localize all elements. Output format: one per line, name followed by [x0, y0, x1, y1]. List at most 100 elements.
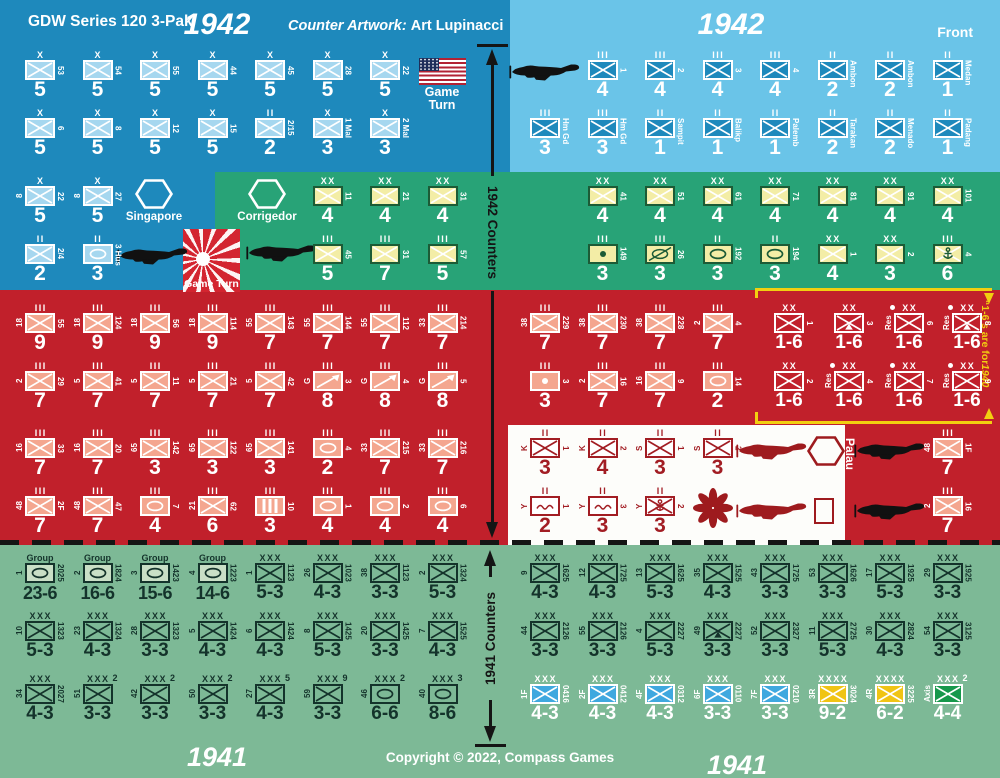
unit-symbol-wave-icon: [536, 504, 554, 510]
unit-symbol-box: [932, 684, 963, 704]
unit-symbol-box: [255, 684, 285, 704]
counter: III 2 16 7: [923, 486, 973, 536]
unit-id-left: 9: [520, 570, 529, 576]
unit-id-left: 26: [302, 568, 312, 578]
combat-value: 5-3: [646, 582, 674, 603]
combat-value: 3-3: [198, 703, 227, 724]
unit-id-left: 4F: [635, 689, 644, 699]
counter: XX 1 4: [817, 234, 858, 284]
year-1941-right: 1941: [706, 750, 768, 778]
unit-symbol-inf-icon: [954, 373, 980, 389]
combat-value: 6-6: [371, 703, 399, 724]
unit-id-right: 0110: [733, 685, 743, 703]
unit-id-right: 1123: [401, 564, 410, 582]
counter: III 2 4: [370, 486, 410, 536]
unit-symbol-box: [702, 186, 733, 206]
counter: XX 51 4: [645, 176, 685, 226]
unit-id-right: 10: [286, 501, 295, 511]
unit-superscript: 2: [170, 673, 176, 683]
counter: XX 41 4: [587, 176, 628, 226]
counter: XXX 11 2725 5-3: [808, 611, 858, 661]
combat-value: 1-6: [895, 390, 923, 411]
year-1941-left: 1941: [186, 742, 248, 772]
unit-symbol-box: [255, 60, 285, 80]
unit-id-right: 1: [343, 503, 353, 509]
unit-size-label: X: [36, 176, 45, 186]
combat-value: 5: [149, 136, 161, 159]
unit-size-label: II: [886, 50, 895, 60]
combat-value: 4-3: [83, 640, 112, 661]
counter: III 65 141 3: [245, 428, 295, 478]
unit-size-label: III: [942, 234, 955, 244]
counter: II Balikp 1: [702, 108, 743, 158]
unit-symbol-box: [645, 313, 675, 333]
unit-symbol-inf-icon: [532, 120, 558, 136]
counter: XXX 5 27 4-3: [245, 673, 290, 724]
unit-id-left: 1: [15, 570, 24, 576]
unit-id-left: 29: [922, 568, 932, 578]
combat-value: 6: [206, 514, 219, 537]
combat-value: 8-6: [428, 703, 457, 724]
unit-id-right: 3125: [963, 622, 973, 640]
counter: XXX 2F 0412 4-3: [578, 674, 628, 724]
counter: XX Res 8 1-6: [942, 303, 992, 353]
unit-symbol-box: [25, 621, 55, 641]
unit-id-right: 2327: [791, 622, 800, 640]
counter: XXX 5 1424 4-3: [188, 611, 238, 661]
unit-symbol-armor-icon: [319, 442, 336, 454]
unit-symbol-box: [760, 684, 790, 704]
counter: X 28 5: [312, 50, 353, 100]
counter: XXX 3 40 8-6: [418, 673, 463, 724]
counter: III 5 11 7: [130, 361, 180, 411]
unit-symbol-box: [82, 371, 113, 391]
counter: III 38 230 7: [578, 303, 628, 353]
counter: III 65 142 3: [130, 428, 180, 478]
unit-id-left: 18: [15, 318, 24, 328]
counter: X 8 5: [82, 108, 123, 158]
counter: XX Res 9 1-6: [942, 361, 992, 411]
unit-size-label: X: [324, 108, 332, 118]
unit-symbol-box: [587, 621, 618, 641]
unit-id-right: 8: [113, 125, 123, 131]
unit-symbol-tri-icon: [836, 315, 862, 331]
unit-symbol-inf-icon: [85, 315, 110, 331]
region-palau-white: [508, 425, 845, 545]
unit-size-label: XXX: [259, 553, 282, 563]
combat-value: 3: [654, 514, 666, 537]
unit-size-label: III: [379, 486, 392, 496]
combat-value: 3: [596, 136, 609, 159]
unit-symbol-inf-icon: [877, 686, 903, 702]
unit-id-left: Res: [884, 315, 893, 331]
unit-symbol-inf-icon: [935, 62, 960, 78]
combat-value: 1-6: [775, 390, 803, 411]
artwork-credit-name: Art Lupinacci: [410, 18, 504, 34]
unit-id-left: 49: [692, 626, 702, 636]
counter: XXX 29 1925 3-3: [923, 553, 973, 603]
unit-size-label: XXX: [144, 674, 167, 684]
hexagon-icon: [806, 436, 846, 471]
unit-symbol-box: [370, 621, 400, 641]
unit-id-right: 81: [848, 191, 858, 201]
combat-value: 2: [826, 78, 839, 101]
unit-symbol-box: [932, 438, 963, 458]
counter: III 55 143 7: [245, 303, 295, 353]
unit-symbol-box: [82, 684, 113, 704]
unit-symbol-inf-icon: [705, 440, 730, 456]
unit-superscript: 2: [112, 673, 118, 683]
us-flag-icon: [419, 58, 466, 85]
unit-id-left: 33: [417, 318, 427, 328]
combat-value: 16-6: [80, 583, 115, 603]
unit-symbol-inf-icon: [820, 120, 845, 136]
counter: XXX 8 1425 5-3: [303, 611, 353, 661]
unit-symbol-inf-icon: [590, 440, 615, 456]
counter: X 2 Mal 3: [370, 108, 410, 158]
unit-symbol-box: [817, 60, 848, 80]
unit-id-left: 11: [807, 626, 817, 636]
combat-value: 5-3: [26, 640, 54, 661]
unit-symbol-box: [760, 118, 790, 138]
combat-value: 4-3: [313, 582, 342, 603]
unit-id-right: 22: [56, 191, 65, 201]
combat-value: 7: [596, 331, 609, 354]
unit-symbol-box: [587, 186, 618, 206]
combat-value: 5-3: [313, 640, 342, 661]
